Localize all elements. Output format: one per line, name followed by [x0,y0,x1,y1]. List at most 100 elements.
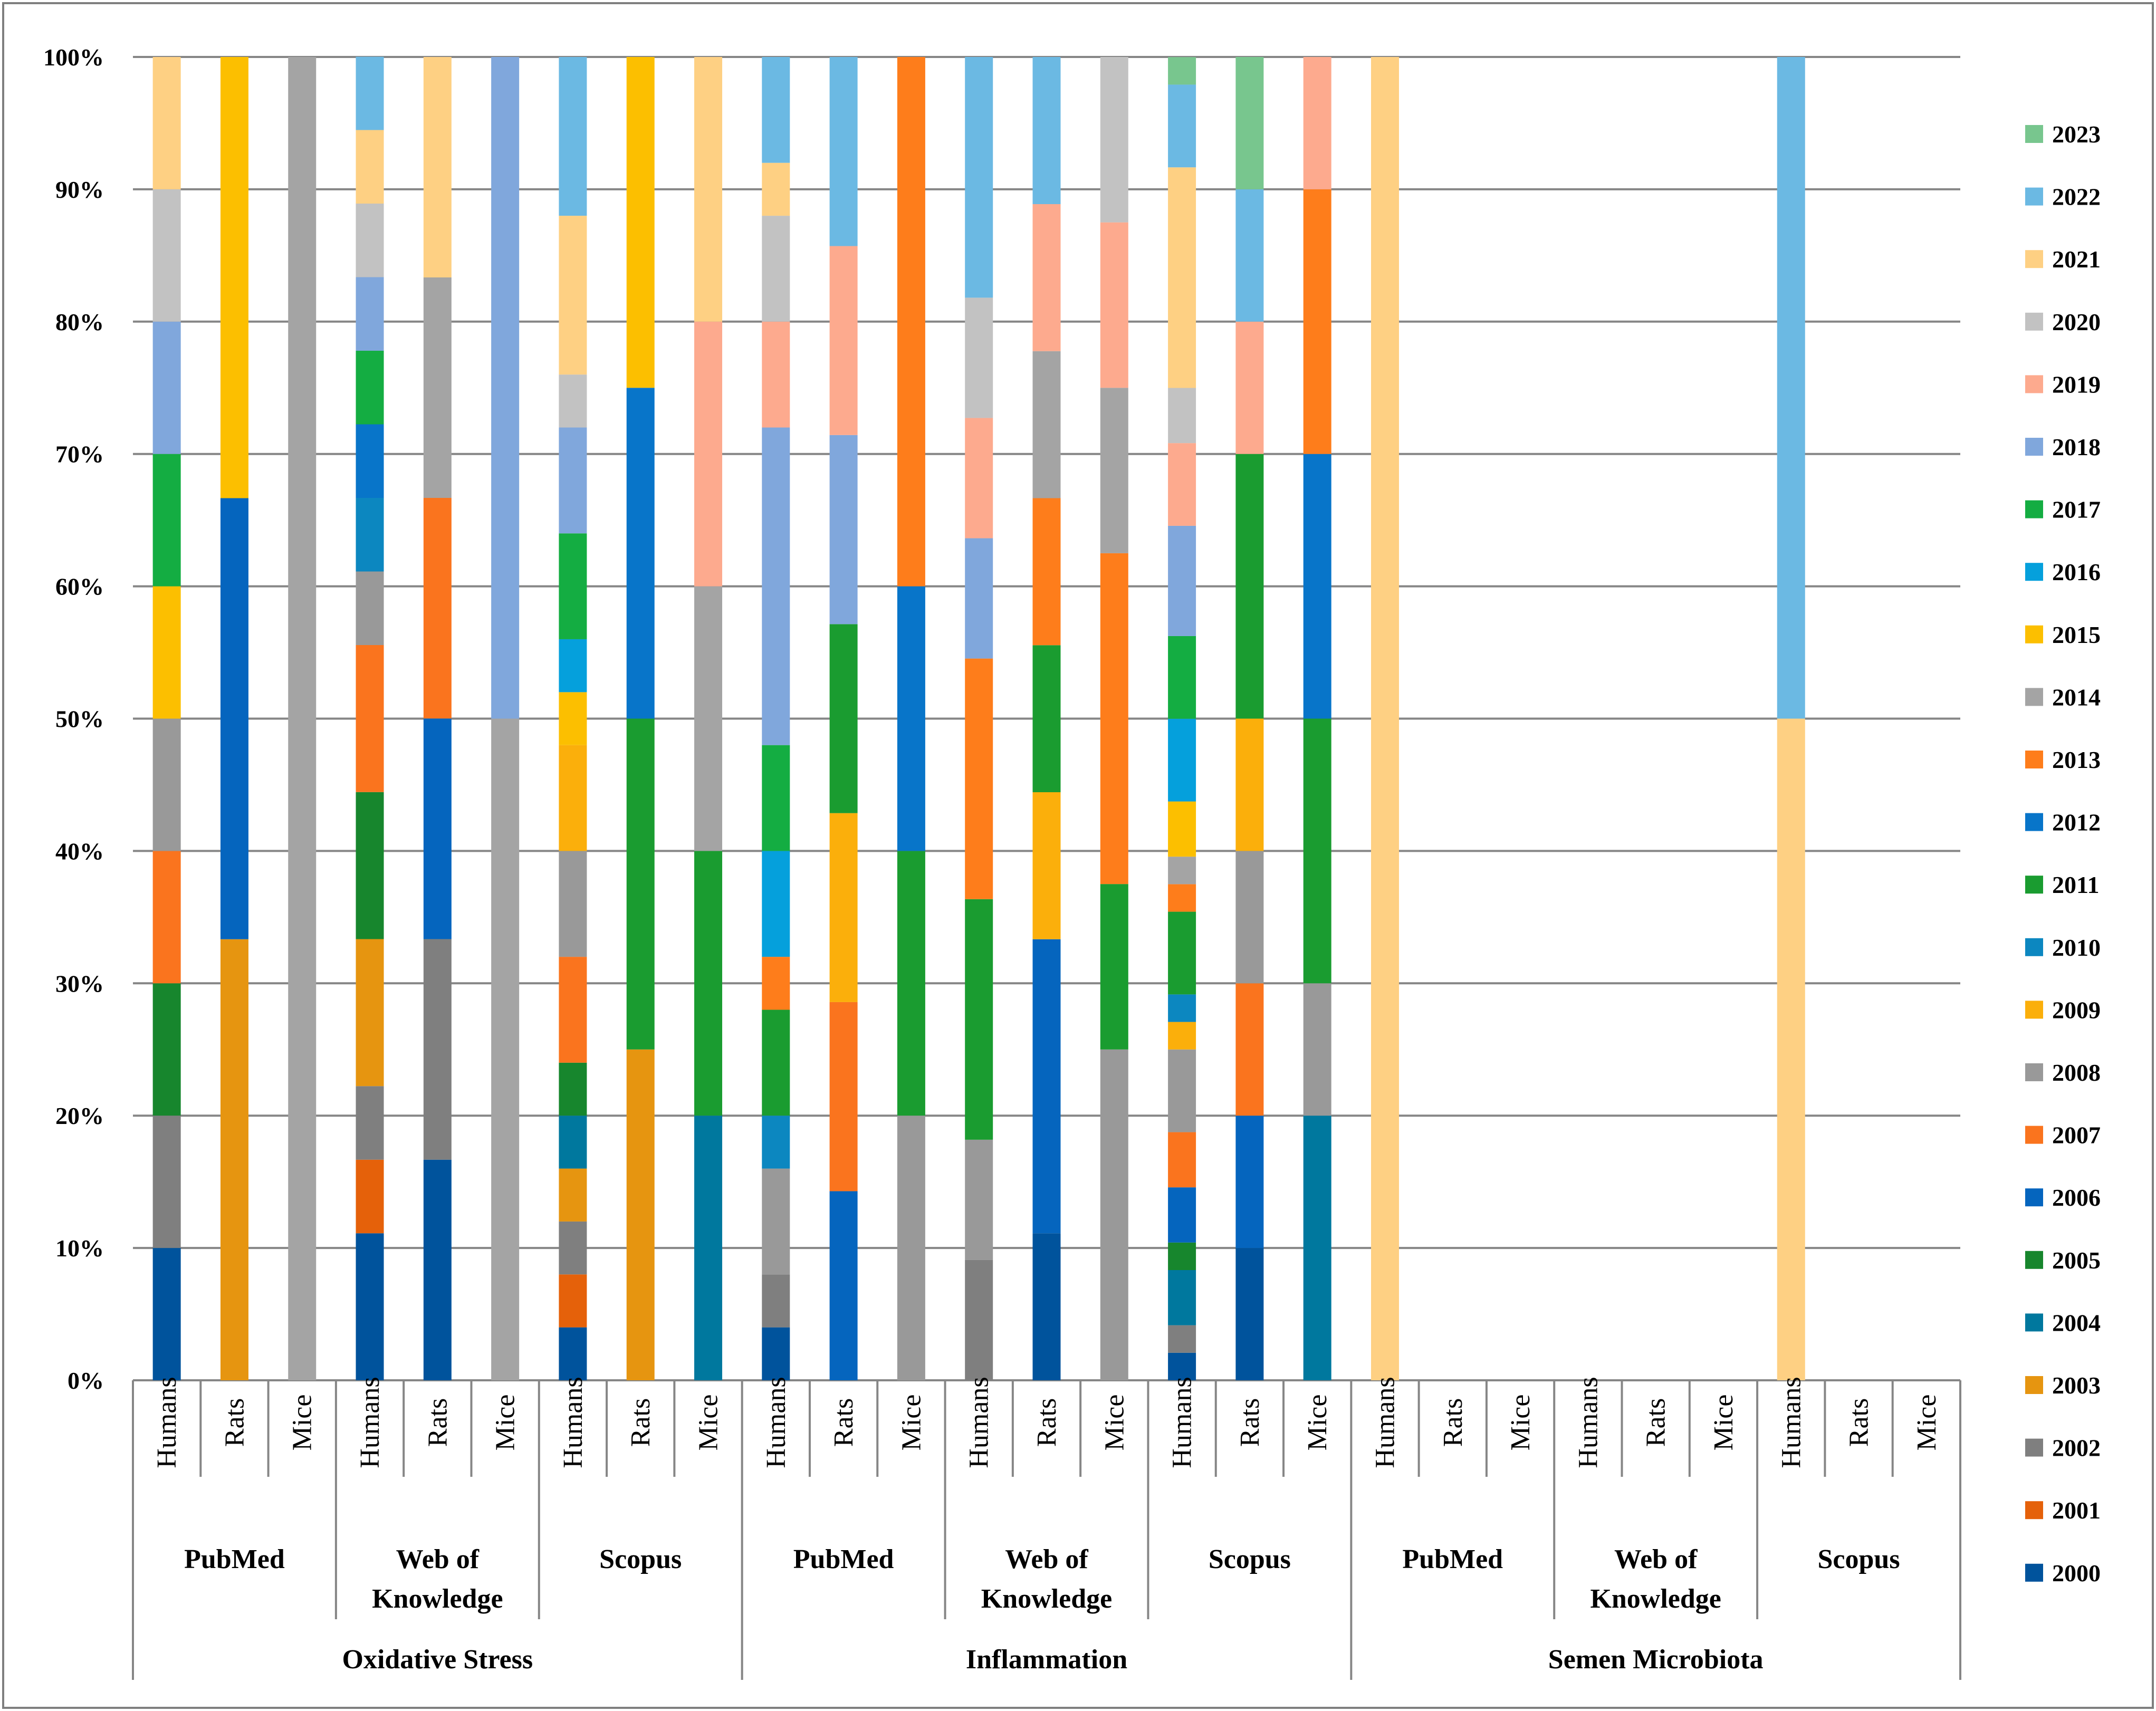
category-label: Mice [491,1395,521,1451]
legend-item-2007: 2007 [2025,1122,2101,1149]
legend-swatch [2025,751,2043,768]
bar-segment-2005 [559,1062,587,1116]
bar-segment-2006 [1032,939,1061,1234]
bar-segment-2002 [356,1086,384,1160]
category-label: Rats [1438,1398,1468,1447]
bar-segment-2008 [965,1139,993,1260]
bar-segment-2006 [1168,1187,1196,1243]
bar-segment-2000 [559,1327,587,1380]
bar-segment-2019 [694,321,723,587]
bar-segment-2013 [1168,884,1196,912]
bars [152,56,1805,1380]
legend-label: 2013 [2052,746,2101,773]
bar-segment-2003 [626,1049,655,1380]
legend-item-2004: 2004 [2025,1309,2101,1336]
database-label: PubMed [1402,1544,1503,1574]
bar-segment-2018 [1168,525,1196,636]
category-label: Humans [1573,1377,1603,1468]
legend-item-2008: 2008 [2025,1059,2101,1086]
bar-segment-2018 [491,57,520,719]
legend-swatch [2025,438,2043,456]
bar-segment-2018 [559,427,587,534]
bar-segment-2005 [356,792,384,939]
legend-label: 2007 [2052,1122,2101,1149]
bar-segment-2021 [152,57,181,189]
y-tick-label: 10% [55,1235,104,1262]
legend-swatch [2025,1251,2043,1269]
database-label: Web of Knowledge [1590,1544,1721,1614]
category-label: Humans [1370,1377,1400,1468]
bar-segment-2008 [897,1116,925,1380]
bar-segment-2007 [559,957,587,1063]
bar-segment-2006 [1235,1116,1264,1248]
database-label: Scopus [599,1544,682,1574]
database-label: Web of Knowledge [372,1544,503,1614]
bar-segment-2011 [694,851,723,1116]
bar-segment-2007 [423,497,452,719]
bar-segment-2016 [762,851,790,957]
legend-swatch [2025,938,2043,956]
legend-item-2015: 2015 [2025,621,2101,648]
database-label: PubMed [793,1544,894,1574]
legend-label: 2002 [2052,1435,2101,1462]
topic-label: Semen Microbiota [1548,1645,1764,1675]
bar-segment-2000 [356,1233,384,1380]
category-label: Mice [694,1395,724,1451]
legend: 2023 2022 2021 2020 2019 2018 2017 2016 2015 2014… [2025,121,2101,1587]
bar-segment-2004 [694,1116,723,1380]
category-label: Rats [1032,1398,1062,1447]
bar-segment-2020 [356,203,384,277]
bar-segment-2022 [1032,57,1061,205]
bar-segment-2011 [1303,718,1331,984]
bar-segment-2022 [965,57,993,298]
bar-segment-2019 [1100,222,1128,388]
legend-swatch [2025,1063,2043,1081]
bar-segment-2012 [1303,454,1331,719]
bar-segment-2012 [626,388,655,719]
legend-swatch [2025,250,2043,268]
bar-segment-2009 [559,745,587,851]
bar-segment-2021 [1371,57,1399,1380]
bar-segment-2008 [1303,983,1331,1116]
legend-label: 2005 [2052,1247,2101,1274]
bar-segment-2018 [965,538,993,659]
category-label: Humans [355,1377,385,1468]
bar-segment-2006 [423,718,452,939]
bar-segment-2014 [1032,351,1061,498]
y-tick-label: 80% [55,309,104,335]
bar-segment-2007 [1235,983,1264,1116]
bar-segment-2008 [762,1168,790,1275]
bar-segment-2002 [559,1221,587,1275]
legend-label: 2014 [2052,684,2101,710]
legend-swatch [2025,1313,2043,1332]
bar-segment-2014 [1100,388,1128,553]
legend-label: 2016 [2052,559,2101,585]
bar-segment-2017 [1168,636,1196,719]
bar-segment-2021 [356,130,384,204]
category-label: Mice [1506,1395,1536,1451]
legend-swatch [2025,1563,2043,1582]
y-axis-tick-labels: 0% 10% 20% 30% 40% 50% 60% 70% 80% 90% 100% [43,44,104,1394]
bar-segment-2003 [220,939,248,1380]
category-label: Mice [896,1395,926,1451]
legend-label: 2017 [2052,496,2101,523]
bar-segment-2008 [1235,851,1264,984]
y-tick-label: 40% [55,838,104,864]
legend-label: 2021 [2052,246,2101,273]
bar-segment-2015 [626,57,655,388]
legend-label: 2020 [2052,309,2101,335]
bar-segment-2019 [1303,57,1331,189]
bar-segment-2019 [829,246,858,435]
bar-segment-2019 [762,321,790,428]
database-label: Scopus [1818,1544,1900,1574]
y-tick-label: 60% [55,573,104,600]
legend-item-2010: 2010 [2025,934,2101,961]
legend-swatch [2025,688,2043,706]
category-label: Humans [152,1377,182,1468]
legend-item-2022: 2022 [2025,184,2101,210]
bar-segment-2008 [152,718,181,851]
bar-segment-2017 [356,350,384,425]
category-label: Rats [219,1398,250,1447]
bar-segment-2022 [1235,189,1264,322]
